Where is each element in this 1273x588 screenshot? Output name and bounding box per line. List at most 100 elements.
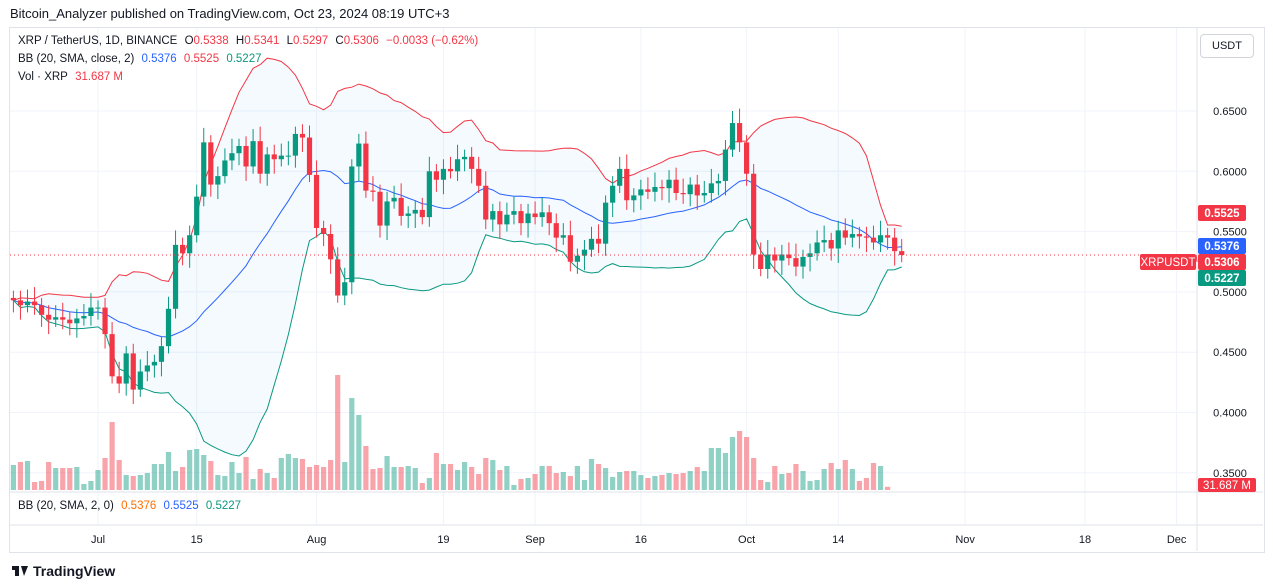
candle-body <box>349 166 355 283</box>
volume-bar <box>786 473 792 490</box>
volume-value: 31.687 M <box>75 71 124 83</box>
candle-body <box>24 301 31 306</box>
x-tick-label: Dec <box>1167 534 1187 546</box>
bb-basis-price-tag-bg <box>1198 238 1246 254</box>
volume-bar <box>328 460 334 490</box>
volume-label[interactable]: Vol · XRP <box>18 71 68 83</box>
candle-body <box>560 235 566 238</box>
candle-body <box>793 258 799 267</box>
volume-bar <box>187 450 193 490</box>
volume-bar <box>81 484 87 490</box>
volume-bar <box>433 453 439 490</box>
symbol-title[interactable]: XRP / TetherUS, 1D, BINANCE <box>18 35 178 47</box>
x-tick-label: Nov <box>955 534 975 546</box>
candle <box>151 354 157 378</box>
volume-bar <box>842 460 848 490</box>
candle <box>631 188 637 213</box>
volume-bar <box>849 469 855 490</box>
candle <box>144 350 150 382</box>
candle <box>17 290 24 320</box>
volume-bar <box>321 467 327 490</box>
volume-bar <box>130 476 136 490</box>
bb-label[interactable]: BB (20, SMA, close, 2) <box>18 53 135 65</box>
candle-body <box>729 123 736 150</box>
candle <box>624 154 630 210</box>
x-tick-label: 19 <box>437 534 449 546</box>
candle <box>786 242 792 266</box>
volume-bar <box>151 464 157 490</box>
x-tick-label: 14 <box>832 534 844 546</box>
candle <box>31 287 38 315</box>
candle <box>814 230 820 261</box>
volume-bar <box>180 467 186 490</box>
bb-basis-value: 0.5376 <box>141 53 177 65</box>
candle <box>469 147 475 184</box>
bb-pane-label[interactable]: BB (20, SMA, 2, 0) <box>18 500 114 512</box>
candle <box>758 242 764 277</box>
candle-body <box>892 237 898 252</box>
candle <box>292 126 298 168</box>
currency-button[interactable]: USDT <box>1200 34 1254 58</box>
volume-bar <box>715 448 721 490</box>
published-caption: Bitcoin_Analyzer published on TradingVie… <box>10 6 450 21</box>
volume-bar <box>236 473 242 490</box>
volume-bar <box>758 480 764 490</box>
volume-bar <box>384 456 390 490</box>
candle <box>744 135 750 186</box>
candle-body <box>151 361 157 366</box>
bb-upper-price-tag-bg <box>1198 205 1246 221</box>
candle-body <box>264 154 270 174</box>
candle <box>835 220 841 263</box>
x-tick-label: Sep <box>525 534 545 546</box>
candle-body <box>518 211 524 224</box>
candle-body <box>701 193 707 196</box>
volume-bar <box>821 469 827 490</box>
candle <box>250 129 256 174</box>
candle-body <box>483 185 489 220</box>
candle <box>412 200 418 228</box>
symbol-tag: XRPUSDT <box>1141 257 1196 269</box>
volume-bar <box>53 468 59 490</box>
symbol-legend: XRP / TetherUS, 1D, BINANCE O0.5338 H0.5… <box>18 35 482 47</box>
candle-body <box>680 193 686 195</box>
candle <box>229 138 235 171</box>
candle-body <box>335 259 341 296</box>
candle <box>652 172 658 202</box>
candle <box>384 191 390 241</box>
candle-body <box>751 173 757 255</box>
volume-bar <box>652 476 658 490</box>
bb-upper-price-tag: 0.5525 <box>1204 208 1240 220</box>
y-tick-label: 0.4000 <box>1213 408 1247 420</box>
candle <box>610 176 616 218</box>
candle <box>24 289 31 313</box>
candle-body <box>659 186 665 189</box>
symbol-tag-bg <box>1140 254 1196 270</box>
candle-body <box>821 240 827 243</box>
volume-bar <box>553 473 559 490</box>
candle <box>736 108 743 153</box>
candle-body <box>610 185 616 203</box>
volume-bar <box>877 466 884 490</box>
candle <box>504 202 510 232</box>
candle <box>363 131 369 198</box>
volume-bar <box>779 474 785 490</box>
volume-bar <box>370 469 376 490</box>
volume-bar <box>356 415 362 490</box>
candle-body <box>828 240 834 249</box>
candle <box>821 225 827 253</box>
candle <box>116 361 122 394</box>
tradingview-logo[interactable]: TradingView <box>12 563 115 579</box>
candle <box>645 177 651 200</box>
candle <box>109 322 115 384</box>
volume-bar <box>144 473 150 490</box>
candle-body <box>631 195 637 201</box>
candle <box>313 160 320 238</box>
candle <box>81 303 87 326</box>
candle-body <box>285 155 291 157</box>
candle <box>701 180 707 203</box>
volume-bar <box>856 481 862 490</box>
candle <box>483 171 489 230</box>
volume-bar <box>102 458 108 490</box>
